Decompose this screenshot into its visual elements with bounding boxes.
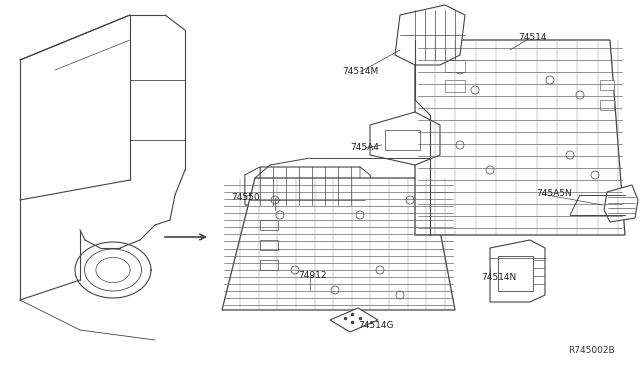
Text: 74514N: 74514N (481, 273, 516, 282)
Bar (445, 60, 465, 72)
Text: 74550: 74550 (232, 193, 260, 202)
Bar (260, 220, 278, 230)
Bar (430, 220, 444, 228)
Polygon shape (604, 185, 638, 222)
Text: 74514: 74514 (518, 33, 547, 42)
Text: 745A5N: 745A5N (536, 189, 572, 199)
Bar (260, 240, 278, 250)
Polygon shape (330, 308, 378, 332)
Text: 74912: 74912 (298, 270, 326, 279)
Polygon shape (360, 167, 370, 195)
Polygon shape (415, 40, 625, 235)
Polygon shape (245, 167, 260, 197)
Polygon shape (245, 167, 370, 205)
Text: R745002B: R745002B (568, 346, 615, 355)
Polygon shape (395, 5, 465, 65)
Polygon shape (222, 178, 455, 310)
Bar (385, 130, 420, 150)
Polygon shape (370, 112, 440, 165)
Bar (600, 100, 614, 110)
Text: 74514M: 74514M (342, 67, 378, 77)
Text: 74514G: 74514G (358, 321, 394, 330)
Polygon shape (490, 240, 545, 302)
Bar (445, 80, 465, 92)
Bar (498, 256, 533, 291)
Text: 745A4: 745A4 (350, 144, 379, 153)
Bar (260, 260, 278, 270)
Bar (600, 80, 614, 90)
